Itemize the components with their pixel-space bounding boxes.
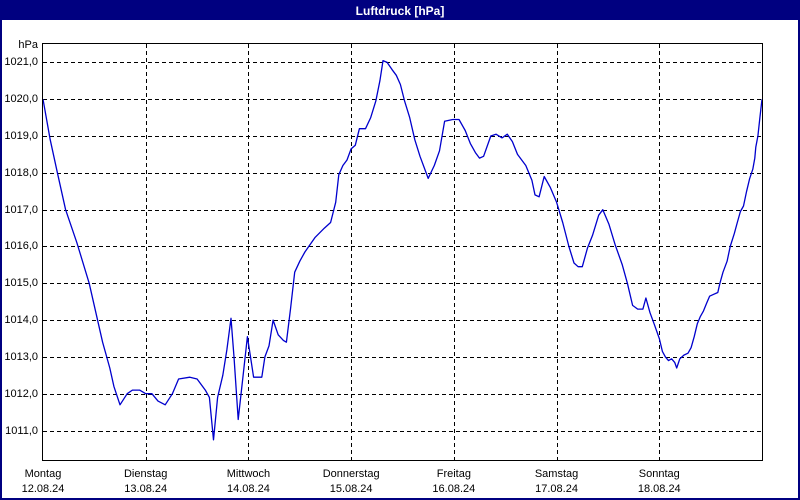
x-axis-day-label: Mittwoch (226, 468, 271, 480)
pressure-line (43, 59, 762, 441)
y-axis-label: 1017,0 (4, 203, 38, 216)
y-axis-label: 1014,0 (4, 314, 38, 327)
x-axis-date-label: 12.08.24 (21, 483, 65, 495)
x-axis-tick-label: Montag 12.08.24 (2, 468, 91, 496)
chart-canvas (43, 44, 762, 460)
x-axis-day-label: Montag (24, 468, 62, 480)
y-axis-label: 1020,0 (4, 93, 38, 106)
x-axis-day-label: Sonntag (638, 468, 680, 480)
x-axis-day-label: Donnerstag (322, 468, 380, 480)
x-axis-day-label: Freitag (436, 468, 471, 480)
x-axis-date-label: 17.08.24 (535, 483, 578, 495)
x-axis-date-label: 13.08.24 (124, 483, 168, 495)
window-title: Luftdruck [hPa] (355, 4, 445, 18)
x-axis-date-label: 15.08.24 (329, 483, 373, 495)
chart-area: hPa 1021,0 1020,0 1019,0 1018,0 1017,0 1016,0… (2, 20, 798, 498)
x-axis-date-label: 14.08.24 (227, 483, 270, 495)
y-axis-unit-label: hPa (18, 39, 38, 51)
x-axis-tick-label: Samstag 17.08.24 (509, 468, 605, 496)
x-axis-day-label: Dienstag (123, 468, 168, 480)
x-axis-date-label: 16.08.24 (432, 483, 476, 495)
y-axis-label: 1015,0 (4, 277, 38, 290)
x-axis-tick-label: Dienstag 13.08.24 (98, 468, 194, 496)
y-axis-label: 1016,0 (4, 240, 38, 253)
y-axis-label: 1013,0 (4, 350, 38, 363)
x-axis-day-label: Samstag (534, 468, 579, 480)
y-axis-label: 1018,0 (4, 166, 38, 179)
y-axis-label: 1012,0 (4, 387, 38, 400)
y-axis-label: 1021,0 (4, 56, 38, 69)
y-axis-label: 1011,0 (5, 424, 38, 437)
x-axis-tick-label: Mittwoch 14.08.24 (200, 468, 296, 496)
plot-area (42, 43, 763, 461)
x-axis-tick-label: Sonntag 18.08.24 (611, 468, 707, 496)
x-axis-tick-label: Freitag 16.08.24 (406, 468, 502, 496)
x-axis-date-label: 18.08.24 (637, 483, 681, 495)
x-axis-tick-label: Donnerstag 15.08.24 (303, 468, 399, 496)
y-axis-label: 1019,0 (4, 130, 38, 143)
title-bar[interactable]: Luftdruck [hPa] (2, 2, 798, 20)
